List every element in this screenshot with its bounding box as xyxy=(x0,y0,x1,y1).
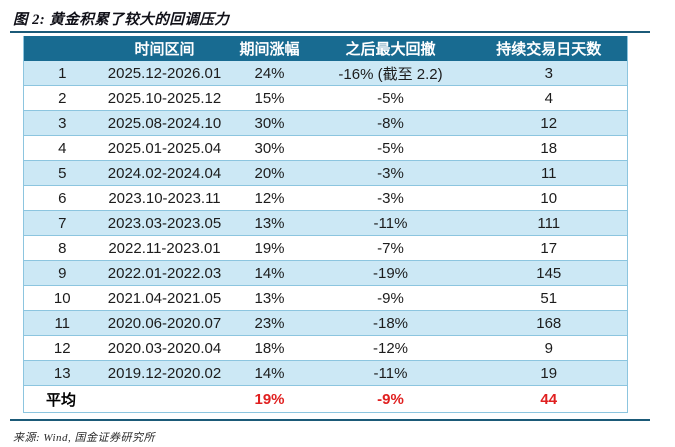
table-row: 10 2021.04-2021.05 13% -9% 51 xyxy=(23,285,628,311)
table-cell: -18% xyxy=(310,310,471,336)
table-cell: 13% xyxy=(228,285,311,311)
table-cell: 4 xyxy=(23,135,101,161)
table-cell: 9 xyxy=(23,260,101,286)
table-cell: -8% xyxy=(310,110,471,136)
table-cell: 2021.04-2021.05 xyxy=(100,285,229,311)
table-cell: 24% xyxy=(228,61,311,86)
table-cell: 9 xyxy=(470,335,628,361)
table-cell: -5% xyxy=(310,135,471,161)
column-header: 时间区间 xyxy=(100,36,229,61)
table-cell: 10 xyxy=(23,285,101,311)
table-cell: -5% xyxy=(310,85,471,111)
table-cell: -3% xyxy=(310,185,471,211)
table-cell: 3 xyxy=(470,61,628,86)
table-cell: 2024.02-2024.04 xyxy=(100,160,229,186)
table-cell: 3 xyxy=(23,110,101,136)
table-cell: 18% xyxy=(228,335,311,361)
table-cell: 12 xyxy=(23,335,101,361)
table-cell: 2019.12-2020.02 xyxy=(100,360,229,386)
table-cell: 1 xyxy=(23,61,101,86)
table-cell: 30% xyxy=(228,135,311,161)
table-cell: -11% xyxy=(310,360,471,386)
table-cell: 5 xyxy=(23,160,101,186)
table-row: 2 2025.10-2025.12 15% -5% 4 xyxy=(23,85,628,111)
table-cell: -9% xyxy=(310,285,471,311)
table-cell: 19% xyxy=(228,235,311,261)
table-cell: 168 xyxy=(470,310,628,336)
table-row: 3 2025.08-2024.10 30% -8% 12 xyxy=(23,110,628,136)
column-header xyxy=(23,36,101,61)
table-cell: 12% xyxy=(228,185,311,211)
table-cell: 7 xyxy=(23,210,101,236)
table-cell: 14% xyxy=(228,260,311,286)
table-cell: 12 xyxy=(470,110,628,136)
table-cell: 6 xyxy=(23,185,101,211)
table-cell: 15% xyxy=(228,85,311,111)
table-row: 12 2020.03-2020.04 18% -12% 9 xyxy=(23,335,628,361)
table-row: 1 2025.12-2026.01 24% -16% (截至 2.2) 3 xyxy=(23,61,628,86)
source-note: 来源: Wind, 国金证券研究所 xyxy=(13,432,156,444)
table-cell: -16% (截至 2.2) xyxy=(310,61,471,86)
table-cell: 11 xyxy=(23,310,101,336)
table-row: 8 2022.11-2023.01 19% -7% 17 xyxy=(23,235,628,261)
table-cell: 2023.10-2023.11 xyxy=(100,185,229,211)
table-row: 9 2022.01-2022.03 14% -19% 145 xyxy=(23,260,628,286)
table-cell: 18 xyxy=(470,135,628,161)
table-cell: -19% xyxy=(310,260,471,286)
table-cell: 2020.03-2020.04 xyxy=(100,335,229,361)
table-cell: -3% xyxy=(310,160,471,186)
table-cell: 2020.06-2020.07 xyxy=(100,310,229,336)
table-cell: 30% xyxy=(228,110,311,136)
table-cell: 13 xyxy=(23,360,101,386)
table-row: 11 2020.06-2020.07 23% -18% 168 xyxy=(23,310,628,336)
table-cell: 2022.01-2022.03 xyxy=(100,260,229,286)
table-cell: 8 xyxy=(23,235,101,261)
summary-days-value: 44 xyxy=(470,385,628,413)
table-cell: 10 xyxy=(470,185,628,211)
summary-row: 平均 19% -9% 44 xyxy=(23,385,628,413)
gold-drawdown-table: 时间区间 期间涨幅 之后最大回撤 持续交易日天数 1 2025.12-2026.01 24… xyxy=(23,36,628,413)
table-row: 13 2019.12-2020.02 14% -11% 19 xyxy=(23,360,628,386)
summary-label: 平均 xyxy=(23,385,229,413)
table-cell: 20% xyxy=(228,160,311,186)
table-cell: 111 xyxy=(470,210,628,236)
column-header: 之后最大回撤 xyxy=(310,36,471,61)
table-row: 4 2025.01-2025.04 30% -5% 18 xyxy=(23,135,628,161)
summary-gain-value: 19% xyxy=(228,385,311,413)
top-rule xyxy=(10,31,650,33)
table-row: 6 2023.10-2023.11 12% -3% 10 xyxy=(23,185,628,211)
table-cell: -12% xyxy=(310,335,471,361)
figure-title: 图 2: 黄金积累了较大的回调压力 xyxy=(13,12,230,28)
table-cell: 2023.03-2023.05 xyxy=(100,210,229,236)
table-header-row: 时间区间 期间涨幅 之后最大回撤 持续交易日天数 xyxy=(23,36,628,61)
table-cell: 2025.01-2025.04 xyxy=(100,135,229,161)
bottom-rule xyxy=(10,419,650,421)
column-header: 期间涨幅 xyxy=(228,36,311,61)
table-cell: 145 xyxy=(470,260,628,286)
report-figure: 图 2: 黄金积累了较大的回调压力 时间区间 期间涨幅 之后最大回撤 持续交易日天数 … xyxy=(0,8,675,447)
table-cell: 23% xyxy=(228,310,311,336)
table-cell: 13% xyxy=(228,210,311,236)
summary-drawdown-value: -9% xyxy=(310,385,471,413)
column-header: 持续交易日天数 xyxy=(470,36,628,61)
table-cell: 2025.08-2024.10 xyxy=(100,110,229,136)
table-cell: 2022.11-2023.01 xyxy=(100,235,229,261)
table-row: 7 2023.03-2023.05 13% -11% 111 xyxy=(23,210,628,236)
table-cell: 51 xyxy=(470,285,628,311)
table-cell: 17 xyxy=(470,235,628,261)
table-cell: -11% xyxy=(310,210,471,236)
table-cell: 2025.10-2025.12 xyxy=(100,85,229,111)
table-cell: 2 xyxy=(23,85,101,111)
table-cell: 14% xyxy=(228,360,311,386)
table-cell: 19 xyxy=(470,360,628,386)
table-body: 1 2025.12-2026.01 24% -16% (截至 2.2) 3 2 2025.1… xyxy=(23,61,628,386)
table-row: 5 2024.02-2024.04 20% -3% 11 xyxy=(23,160,628,186)
table-cell: 11 xyxy=(470,160,628,186)
table-cell: -7% xyxy=(310,235,471,261)
table-cell: 2025.12-2026.01 xyxy=(100,61,229,86)
table-cell: 4 xyxy=(470,85,628,111)
